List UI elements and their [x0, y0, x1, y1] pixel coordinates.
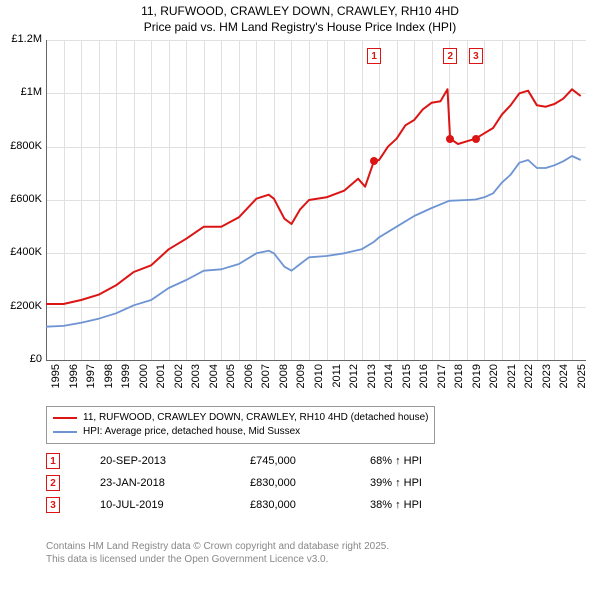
x-tick-label: 2005: [225, 364, 237, 396]
marker-dot-3: [472, 135, 480, 143]
x-tick-label: 2001: [155, 364, 167, 396]
x-tick-label: 2017: [436, 364, 448, 396]
event-delta: 68% ↑ HPI: [370, 455, 470, 467]
y-tick-label: £1M: [2, 86, 42, 98]
x-tick-label: 2002: [173, 364, 185, 396]
y-tick-label: £600K: [2, 193, 42, 205]
legend-label: HPI: Average price, detached house, Mid …: [83, 425, 300, 439]
x-tick-label: 1999: [120, 364, 132, 396]
legend: 11, RUFWOOD, CRAWLEY DOWN, CRAWLEY, RH10…: [46, 406, 435, 444]
x-tick-label: 1997: [85, 364, 97, 396]
event-marker: 2: [46, 475, 60, 491]
event-marker: 1: [46, 453, 60, 469]
x-tick-label: 2025: [576, 364, 588, 396]
event-marker: 3: [46, 497, 60, 513]
x-tick-label: 2021: [506, 364, 518, 396]
x-tick-label: 2000: [138, 364, 150, 396]
marker-box-2: 2: [443, 48, 457, 64]
x-tick-label: 2018: [453, 364, 465, 396]
series-hpi: [46, 156, 581, 327]
legend-label: 11, RUFWOOD, CRAWLEY DOWN, CRAWLEY, RH10…: [83, 411, 428, 425]
x-tick-label: 2006: [243, 364, 255, 396]
x-tick-label: 1998: [103, 364, 115, 396]
chart-container: 11, RUFWOOD, CRAWLEY DOWN, CRAWLEY, RH10…: [0, 0, 600, 590]
series-svg: [46, 40, 586, 360]
event-date: 10-JUL-2019: [100, 499, 250, 511]
y-tick-label: £200K: [2, 300, 42, 312]
legend-swatch: [53, 431, 77, 433]
title-line-2: Price paid vs. HM Land Registry's House …: [0, 20, 600, 36]
series-property: [46, 89, 581, 304]
x-tick-label: 2016: [418, 364, 430, 396]
x-tick-label: 2012: [348, 364, 360, 396]
x-axis-line: [46, 360, 586, 361]
event-price: £830,000: [250, 477, 370, 489]
event-price: £745,000: [250, 455, 370, 467]
x-tick-label: 2014: [383, 364, 395, 396]
y-tick-label: £0: [2, 353, 42, 365]
plot-area: [46, 40, 586, 360]
event-row: 3 10-JUL-2019£830,00038% ↑ HPI: [46, 494, 470, 516]
legend-row: HPI: Average price, detached house, Mid …: [53, 425, 428, 439]
x-tick-label: 2011: [331, 364, 343, 396]
event-table: 1 20-SEP-2013£745,00068% ↑ HPI 2 23-JAN-201…: [46, 450, 470, 516]
x-tick-label: 2007: [260, 364, 272, 396]
marker-dot-2: [446, 135, 454, 143]
x-tick-label: 2003: [190, 364, 202, 396]
event-row: 1 20-SEP-2013£745,00068% ↑ HPI: [46, 450, 470, 472]
legend-row: 11, RUFWOOD, CRAWLEY DOWN, CRAWLEY, RH10…: [53, 411, 428, 425]
y-tick-label: £800K: [2, 140, 42, 152]
x-tick-label: 1995: [50, 364, 62, 396]
x-tick-label: 2019: [471, 364, 483, 396]
legend-swatch: [53, 417, 77, 419]
event-price: £830,000: [250, 499, 370, 511]
attribution: Contains HM Land Registry data © Crown c…: [46, 540, 389, 566]
x-tick-label: 2008: [278, 364, 290, 396]
chart-title: 11, RUFWOOD, CRAWLEY DOWN, CRAWLEY, RH10…: [0, 0, 600, 35]
x-tick-label: 2024: [558, 364, 570, 396]
x-tick-label: 2004: [208, 364, 220, 396]
x-tick-label: 2022: [523, 364, 535, 396]
x-tick-label: 1996: [68, 364, 80, 396]
x-tick-label: 2020: [488, 364, 500, 396]
marker-dot-1: [370, 157, 378, 165]
y-tick-label: £1.2M: [2, 33, 42, 45]
x-tick-label: 2015: [401, 364, 413, 396]
event-row: 2 23-JAN-2018£830,00039% ↑ HPI: [46, 472, 470, 494]
x-tick-label: 2013: [366, 364, 378, 396]
title-line-1: 11, RUFWOOD, CRAWLEY DOWN, CRAWLEY, RH10…: [0, 4, 600, 20]
x-tick-label: 2009: [295, 364, 307, 396]
event-date: 20-SEP-2013: [100, 455, 250, 467]
attribution-line-1: Contains HM Land Registry data © Crown c…: [46, 540, 389, 553]
x-tick-label: 2023: [541, 364, 553, 396]
event-delta: 39% ↑ HPI: [370, 477, 470, 489]
event-date: 23-JAN-2018: [100, 477, 250, 489]
event-delta: 38% ↑ HPI: [370, 499, 470, 511]
marker-box-3: 3: [469, 48, 483, 64]
marker-box-1: 1: [367, 48, 381, 64]
y-tick-label: £400K: [2, 246, 42, 258]
attribution-line-2: This data is licensed under the Open Gov…: [46, 553, 389, 566]
x-tick-label: 2010: [313, 364, 325, 396]
